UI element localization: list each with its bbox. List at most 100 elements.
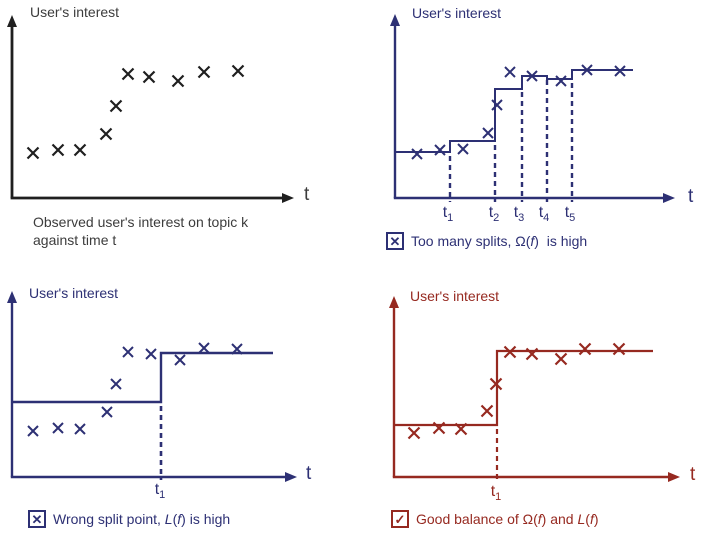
y-axis-arrowhead-icon: [7, 291, 17, 303]
data-point-cross-icon: [491, 99, 503, 111]
x-axis-arrowhead-icon: [282, 193, 294, 203]
tick-base: t: [513, 204, 519, 221]
step-function-line: [394, 349, 653, 427]
caption-observed: Observed user's interest on topic k again…: [33, 213, 248, 249]
caption-text-segment: (: [585, 511, 590, 527]
data-point-cross-icon: [581, 64, 593, 76]
data-point-cross-icon: [26, 146, 40, 160]
x-box-icon: ✕: [386, 232, 404, 250]
caption-text-segment: Good balance of Ω(: [416, 511, 538, 527]
data-point-cross-icon: [99, 127, 113, 141]
x-tick-label: t1: [155, 481, 166, 501]
tick-subscript: 1: [447, 212, 454, 225]
caption-math-italic: f: [537, 511, 542, 527]
x-axis-label: t: [690, 464, 696, 485]
x-tick-label: t3: [514, 204, 525, 224]
caption-math-italic: f: [530, 233, 535, 249]
tick-base: t: [154, 481, 160, 498]
data-point-cross-icon: [198, 342, 210, 354]
x-tick-label: t1: [491, 483, 502, 503]
y-axis-title: User's interest: [410, 288, 500, 304]
caption-text: Good balance of Ω(f) and L(f): [416, 510, 599, 528]
data-point-cross-icon: [504, 66, 516, 78]
caption-text: Wrong split point, L(f) is high: [53, 510, 230, 528]
tick-subscript: 4: [543, 212, 550, 225]
caption-text-segment: (: [172, 511, 178, 527]
tick-subscript: 5: [569, 212, 576, 225]
data-point-cross-icon: [109, 99, 123, 113]
data-point-cross-icon: [432, 421, 446, 435]
data-point-cross-icon: [482, 127, 494, 139]
data-point-cross-icon: [74, 423, 86, 435]
y-axis-arrowhead-icon: [389, 296, 399, 308]
data-point-cross-icon: [121, 67, 135, 81]
caption-text: Too many splits, Ω(f) is high: [411, 232, 587, 250]
data-point-cross-icon: [480, 404, 494, 418]
data-point-cross-icon: [407, 426, 421, 440]
step-function-line: [395, 69, 633, 153]
data-point-cross-icon: [434, 144, 446, 156]
x-box-icon: ✕: [28, 510, 46, 528]
x-axis-label: t: [688, 186, 694, 207]
x-axis-arrowhead-icon: [663, 193, 675, 203]
tick-subscript: 1: [159, 489, 166, 502]
caption-too-many-splits: ✕ Too many splits, Ω(f) is high: [386, 232, 587, 250]
data-point-cross-icon: [197, 65, 211, 79]
x-axis-arrowhead-icon: [668, 472, 680, 482]
data-point-cross-icon: [52, 422, 64, 434]
data-point-cross-icon: [457, 143, 469, 155]
caption-text-segment: ) and: [541, 511, 578, 527]
data-point-cross-icon: [411, 148, 423, 160]
data-point-cross-icon: [101, 406, 113, 418]
data-point-cross-icon: [27, 425, 39, 437]
too-many-splits-plot: [390, 14, 675, 203]
tick-base: t: [564, 204, 570, 221]
data-point-cross-icon: [526, 70, 538, 82]
caption-math-italic: L: [577, 511, 586, 527]
data-point-cross-icon: [51, 143, 65, 157]
caption-text-segment: ) is high: [534, 233, 588, 249]
panel-too-many-splits: User's interest t ✕ Too many splits, Ω(f)…: [352, 0, 703, 267]
tick-base: t: [488, 204, 494, 221]
panel-wrong-split-point: User's interest t ✕ Wrong split point, L(…: [0, 267, 352, 534]
x-tick-label: t4: [539, 204, 550, 224]
caption-wrong-split-point: ✕ Wrong split point, L(f) is high: [28, 510, 230, 528]
y-axis-arrowhead-icon: [7, 15, 17, 27]
caption-text-segment: ) is high: [181, 511, 231, 527]
data-point-cross-icon: [73, 143, 87, 157]
data-point-cross-icon: [489, 377, 503, 391]
caption-math-italic: L: [164, 511, 173, 527]
data-point-cross-icon: [231, 64, 245, 78]
good-balance-plot: [389, 296, 680, 482]
caption-text-segment: Too many splits, Ω(: [411, 233, 531, 249]
data-point-cross-icon: [555, 75, 567, 87]
data-point-cross-icon: [614, 65, 626, 77]
x-tick-label: t2: [489, 204, 500, 224]
panel-observed-data: User's interest t Observed user's intere…: [0, 0, 352, 267]
observed-plot: [7, 15, 294, 203]
step-function-line: [12, 351, 273, 404]
caption-good-balance: ✓ Good balance of Ω(f) and L(f): [391, 510, 599, 528]
y-axis-title: User's interest: [29, 285, 119, 301]
data-point-cross-icon: [503, 345, 517, 359]
y-axis-title: User's interest: [30, 4, 120, 20]
caption-text-segment: ): [593, 511, 599, 527]
tick-base: t: [442, 204, 448, 221]
data-point-cross-icon: [578, 342, 592, 356]
tick-subscript: 1: [495, 491, 502, 504]
caption-math-italic: f: [177, 511, 182, 527]
caption-math-italic: f: [589, 511, 594, 527]
tick-base: t: [538, 204, 544, 221]
x-tick-label: t5: [565, 204, 576, 224]
data-point-cross-icon: [174, 354, 186, 366]
caption-text-segment: Wrong split point,: [53, 511, 165, 527]
check-box-icon: ✓: [391, 510, 409, 528]
y-axis-arrowhead-icon: [390, 14, 400, 26]
tick-subscript: 2: [493, 212, 500, 225]
data-point-cross-icon: [554, 352, 568, 366]
x-axis-arrowhead-icon: [285, 472, 297, 482]
x-axis-label: t: [304, 184, 310, 205]
data-point-cross-icon: [171, 74, 185, 88]
wrong-split-plot: [7, 291, 297, 482]
